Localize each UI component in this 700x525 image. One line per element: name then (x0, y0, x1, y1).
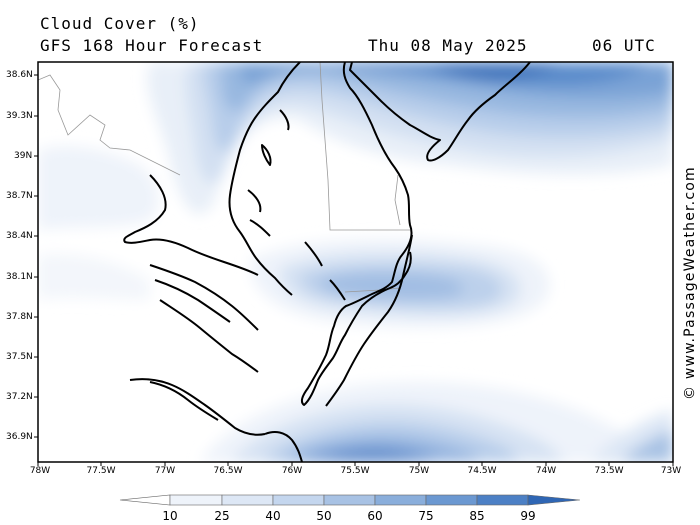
coastline (123, 62, 531, 462)
colorbar-label: 50 (316, 509, 332, 523)
lon-label: 76W (281, 466, 303, 476)
lon-ticks (37, 462, 674, 466)
lon-label: 74.5W (467, 466, 497, 476)
lon-label: 73W (660, 466, 682, 476)
lon-label: 74W (535, 466, 557, 476)
forecast-time: 06 UTC (592, 36, 656, 55)
lat-label: 38.7N (6, 191, 33, 201)
lat-label: 37.8N (6, 312, 33, 322)
lat-ticks (34, 74, 38, 438)
lat-label: 36.9N (6, 432, 33, 442)
colorbar-label: 10 (162, 509, 178, 523)
colorbar-label: 40 (265, 509, 281, 523)
lat-label: 37.5N (6, 352, 33, 362)
lat-label: 38.1N (6, 272, 33, 282)
colorbar (119, 494, 581, 506)
colorbar-label: 25 (214, 509, 230, 523)
lon-label: 75W (408, 466, 430, 476)
lon-label: 77.5W (86, 466, 116, 476)
colorbar-label: 85 (469, 509, 485, 523)
lon-label: 75.5W (340, 466, 370, 476)
lat-label: 37.2N (6, 392, 33, 402)
site-credit: © www.PassageWeather.com (682, 166, 698, 400)
colorbar-label: 99 (520, 509, 536, 523)
lon-label: 73.5W (594, 466, 624, 476)
lat-label: 38.4N (6, 231, 33, 241)
lat-label: 39.3N (6, 111, 33, 121)
map-title: Cloud Cover (%) (40, 14, 200, 33)
forecast-date: Thu 08 May 2025 (368, 36, 528, 55)
lon-label: 77W (154, 466, 176, 476)
cloud-field (38, 62, 673, 462)
colorbar-label: 75 (418, 509, 434, 523)
lat-label: 38.6N (6, 70, 33, 80)
colorbar-label: 60 (367, 509, 383, 523)
lon-label: 76.5W (213, 466, 243, 476)
forecast-model: GFS 168 Hour Forecast (40, 36, 264, 55)
lon-label: 78W (29, 466, 51, 476)
lat-label: 39N (14, 151, 33, 161)
